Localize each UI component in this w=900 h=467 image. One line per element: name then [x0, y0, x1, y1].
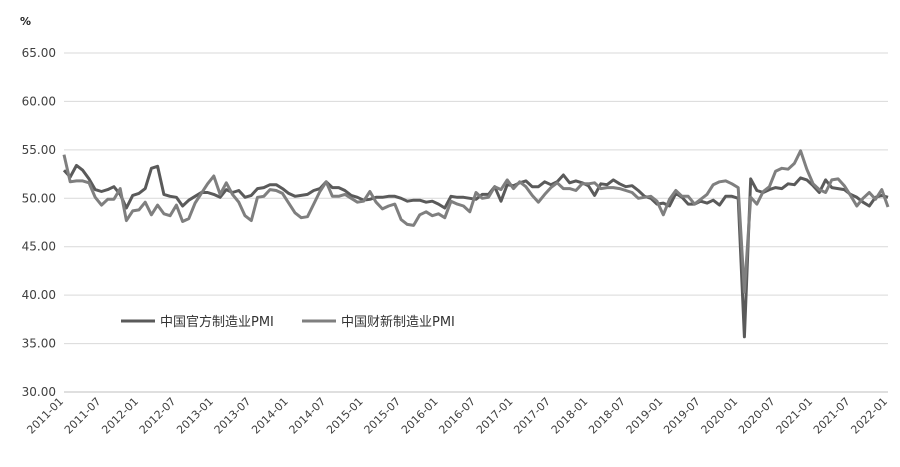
y-tick-label: 35.00: [22, 337, 56, 351]
x-tick-label: 2019-07: [661, 395, 703, 437]
x-tick-label: 2016-07: [436, 395, 478, 437]
x-tick-label: 2020-07: [736, 395, 778, 437]
gridlines: [64, 52, 888, 393]
y-unit-label: %: [20, 15, 31, 28]
x-tick-label: 2011-07: [62, 395, 104, 437]
x-tick-label: 2012-01: [99, 395, 141, 437]
series-lines: [62, 149, 890, 339]
x-tick-label: 2017-07: [511, 395, 553, 437]
y-tick-label: 50.00: [22, 191, 56, 205]
y-tick-label: 30.00: [22, 385, 56, 399]
y-tick-label: 65.00: [22, 46, 56, 60]
y-tick-label: 55.00: [22, 143, 56, 157]
x-tick-label: 2014-07: [287, 395, 329, 437]
x-tick-label: 2019-01: [624, 395, 666, 437]
x-tick-label: 2013-01: [174, 395, 216, 437]
legend-label-official: 中国官方制造业PMI: [160, 314, 274, 330]
x-tick-label: 2011-01: [24, 395, 66, 437]
y-tick-label: 60.00: [22, 94, 56, 108]
x-tick-label: 2016-01: [399, 395, 441, 437]
x-tick-label: 2015-07: [362, 395, 404, 437]
x-tick-label: 2018-01: [549, 395, 591, 437]
y-axis-ticks: 30.00 35.00 40.00 45.00 50.00 55.00 60.00 65.00: [22, 46, 56, 399]
x-tick-label: 2012-07: [137, 395, 179, 437]
x-tick-label: 2017-01: [474, 395, 516, 437]
series-line-1: [62, 149, 890, 294]
x-tick-label: 2018-07: [586, 395, 628, 437]
x-tick-label: 2022-01: [848, 395, 890, 437]
x-tick-label: 2013-07: [212, 395, 254, 437]
x-tick-label: 2021-07: [811, 395, 853, 437]
x-tick-label: 2015-01: [324, 395, 366, 437]
legend: 中国官方制造业PMI 中国财新制造业PMI: [121, 314, 455, 330]
x-tick-label: 2014-01: [249, 395, 291, 437]
x-tick-label: 2021-01: [774, 395, 816, 437]
x-tick-label: 2020-01: [699, 395, 741, 437]
x-axis-ticks: 2011-012011-072012-012012-072013-012013-…: [24, 391, 890, 437]
y-tick-label: 45.00: [22, 240, 56, 254]
legend-label-caixin: 中国财新制造业PMI: [341, 314, 455, 330]
y-tick-label: 40.00: [22, 288, 56, 302]
